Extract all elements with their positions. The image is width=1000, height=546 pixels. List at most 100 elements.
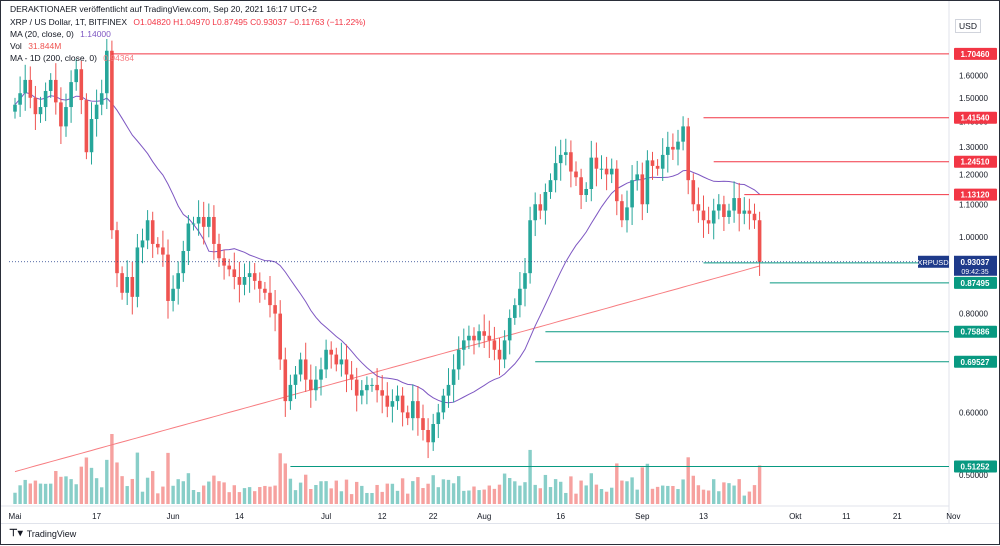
y-tick-label: 1.00000 xyxy=(959,233,988,242)
tradingview-logo[interactable]: ⊤▾ TradingView xyxy=(9,528,76,539)
candle-body xyxy=(365,384,369,391)
volume-bar xyxy=(38,483,43,504)
level-tag xyxy=(954,188,997,201)
candle-body xyxy=(594,157,599,169)
ma200-value: 0.94364 xyxy=(103,53,135,63)
candle-body xyxy=(263,288,267,293)
candle-body xyxy=(140,240,145,248)
candle-body xyxy=(166,254,170,301)
candle-body xyxy=(456,349,461,370)
volume-bar xyxy=(528,449,532,504)
candle-body xyxy=(615,168,619,202)
candle-body xyxy=(303,359,308,380)
candle-body xyxy=(237,276,242,285)
volume-bar xyxy=(569,476,573,504)
volume-bar xyxy=(69,479,73,504)
candle-body xyxy=(691,180,696,205)
ma20-label: MA (20, close, 0) xyxy=(10,29,74,39)
candle-body xyxy=(258,280,262,289)
volume-bar xyxy=(457,476,461,504)
volume-bar xyxy=(176,479,180,504)
currency-badge[interactable]: USD xyxy=(955,19,981,33)
candle-body xyxy=(696,204,701,211)
volume-bar xyxy=(100,487,104,504)
ma20-legend[interactable]: MA (20, close, 0) 1.14000 xyxy=(10,29,111,40)
volume-bar xyxy=(421,488,425,504)
candle-body xyxy=(59,102,63,127)
level-tag-label: 0.69527 xyxy=(961,358,990,367)
candle-body xyxy=(553,163,558,181)
volume-bar xyxy=(701,489,706,504)
candle-body xyxy=(334,354,339,365)
volume-bar xyxy=(650,488,655,504)
candle-body xyxy=(671,146,675,150)
volume-legend[interactable]: Vol 31.844M xyxy=(10,41,61,52)
volume-bar xyxy=(33,480,38,504)
candle-body xyxy=(120,273,124,293)
candle-body xyxy=(462,340,466,350)
candle-body xyxy=(711,210,716,224)
volume-bar xyxy=(390,483,395,504)
candle-body xyxy=(161,247,165,255)
candle-body xyxy=(135,247,140,297)
candle-body xyxy=(110,50,114,231)
volume-bar xyxy=(28,483,32,504)
candle-body xyxy=(232,269,237,277)
candle-body xyxy=(722,204,726,217)
ma200-legend[interactable]: MA - 1D (200, close, 0) 0.94364 xyxy=(10,53,134,64)
candle-body xyxy=(74,69,78,83)
volume-bar xyxy=(487,485,491,504)
ohlc-values: O1.04820 H1.04970 L0.87495 C0.93037 −0.1… xyxy=(133,17,366,27)
volume-bar xyxy=(533,484,537,504)
candle-body xyxy=(497,349,502,360)
candle-body xyxy=(385,395,390,407)
volume-bar xyxy=(589,473,593,504)
volume-bar xyxy=(722,482,726,504)
x-tick-label: Jul xyxy=(321,512,331,521)
volume-bar xyxy=(441,479,446,504)
candle-body xyxy=(681,126,685,142)
candle-body xyxy=(717,204,721,211)
candle-body xyxy=(742,210,747,214)
candle-body xyxy=(727,210,731,217)
volume-bar xyxy=(717,491,721,504)
candle-body xyxy=(538,204,543,211)
volume-bar xyxy=(696,485,701,504)
volume-bar xyxy=(186,473,191,504)
y-tick-label: 1.20000 xyxy=(959,170,988,179)
x-tick-label: Okt xyxy=(789,512,802,521)
candle-body xyxy=(79,69,84,101)
candle-body xyxy=(431,424,435,443)
candle-body xyxy=(13,104,17,112)
candle-body xyxy=(472,335,476,341)
volume-bar xyxy=(151,471,155,504)
y-tick-label: 0.80000 xyxy=(959,310,988,319)
candle-body xyxy=(701,210,706,221)
candle-body xyxy=(125,276,129,293)
candle-body xyxy=(23,79,27,94)
candle-body xyxy=(196,216,201,224)
x-tick-label: 14 xyxy=(235,512,244,521)
volume-bar xyxy=(84,457,89,504)
candle-body xyxy=(191,223,196,225)
symbol-info[interactable]: XRP / US Dollar, 1T, BITFINEX O1.04820 H… xyxy=(10,17,366,28)
candle-body xyxy=(344,359,349,375)
volume-bar xyxy=(661,485,665,504)
level-tag xyxy=(954,111,997,124)
level-tag-label: 1.41540 xyxy=(961,114,990,123)
volume-bar xyxy=(610,487,614,504)
level-tag-label: 0.51252 xyxy=(961,462,990,471)
candle-body xyxy=(268,292,272,306)
volume-bar xyxy=(671,485,675,504)
x-tick-label: Jun xyxy=(167,512,180,521)
volume-bar xyxy=(727,483,731,504)
candle-body xyxy=(426,429,430,443)
candle-body xyxy=(660,154,665,169)
volume-bar xyxy=(513,481,517,504)
volume-bar xyxy=(385,483,389,504)
candle-body xyxy=(329,349,333,355)
footer-bar: ⊤▾ TradingView xyxy=(1,523,999,544)
volume-bar xyxy=(395,490,400,504)
candle-body xyxy=(513,305,517,318)
